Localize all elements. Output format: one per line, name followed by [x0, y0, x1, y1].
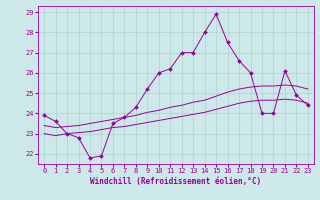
X-axis label: Windchill (Refroidissement éolien,°C): Windchill (Refroidissement éolien,°C)	[91, 177, 261, 186]
